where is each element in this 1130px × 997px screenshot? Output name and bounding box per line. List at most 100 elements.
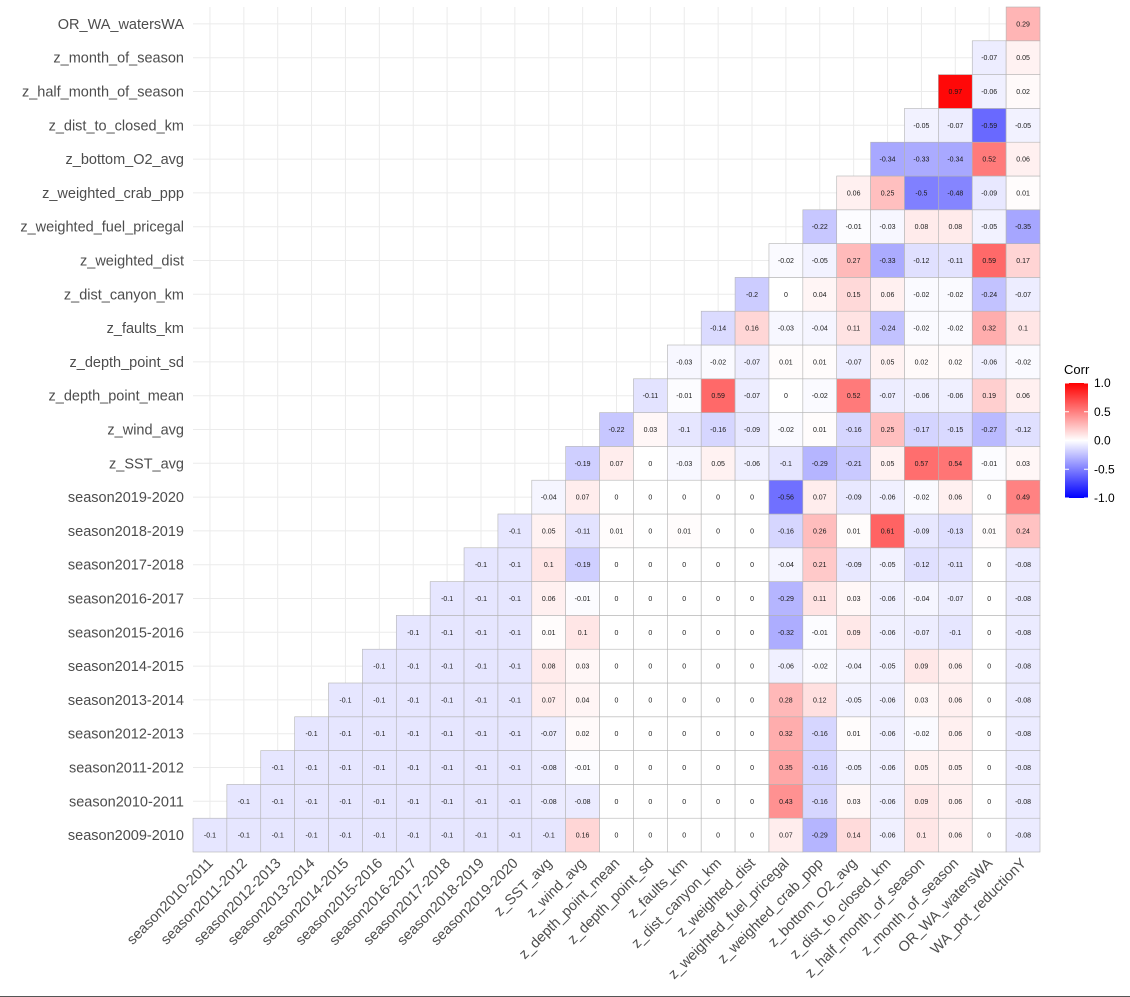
heatmap-cell <box>633 682 668 718</box>
heatmap-cell <box>802 209 838 244</box>
cell-value-label: 0 <box>615 596 619 603</box>
heatmap-cell <box>565 648 600 684</box>
cell-value-label: 0.08 <box>915 224 929 231</box>
heatmap-cell <box>531 648 566 684</box>
heatmap-cell <box>667 446 702 481</box>
heatmap-cell <box>463 716 499 751</box>
cell-value-label: 0.06 <box>1016 157 1030 164</box>
cell-value-label: -0.03 <box>676 359 692 366</box>
heatmap-cell <box>768 412 804 447</box>
cell-value-label: -0.08 <box>541 765 557 772</box>
heatmap-cell <box>667 716 702 751</box>
cell-value-label: -0.06 <box>913 393 929 400</box>
cell-value-label: 0 <box>615 799 619 806</box>
heatmap-cell <box>836 784 871 819</box>
cell-value-label: -0.06 <box>981 89 997 96</box>
y-tick-label: season2016-2017 <box>68 592 184 608</box>
heatmap-cell <box>870 412 905 447</box>
cell-value-label: 0 <box>615 630 619 637</box>
cell-value-label: 0 <box>615 495 619 502</box>
heatmap-cell <box>565 817 600 853</box>
cell-value-label: 0.01 <box>982 528 996 535</box>
cell-value-label: -0.1 <box>475 664 487 671</box>
cell-value-label: -0.02 <box>812 393 828 400</box>
heatmap-cell <box>938 378 973 413</box>
cell-value-label: -0.2 <box>746 292 758 299</box>
cell-value-label: 0 <box>784 292 788 299</box>
cell-value-label: 0.11 <box>813 596 826 603</box>
heatmap-cell <box>565 479 600 515</box>
cell-value-label: 0.01 <box>1016 190 1030 197</box>
cell-value-label: -0.06 <box>880 833 896 840</box>
heatmap-cell <box>463 817 499 853</box>
cell-value-label: 0.25 <box>881 427 895 434</box>
heatmap-cell <box>633 750 668 785</box>
heatmap-cell <box>700 682 736 718</box>
cell-value-label: -0.1 <box>306 799 318 806</box>
cell-value-label: -0.1 <box>407 630 419 637</box>
cell-value-label: 0.06 <box>948 833 962 840</box>
cell-value-label: -0.06 <box>744 461 760 468</box>
cell-value-label: -0.19 <box>575 562 591 569</box>
cell-value-label: 0.05 <box>948 765 962 772</box>
cell-value-label: 0 <box>716 697 720 704</box>
cell-value-label: -0.16 <box>812 731 828 738</box>
cell-value-label: -0.06 <box>880 731 896 738</box>
cell-value-label: -0.08 <box>1015 799 1031 806</box>
cell-value-label: 0 <box>716 833 720 840</box>
cell-value-label: -0.02 <box>812 664 828 671</box>
cell-value-label: 0.26 <box>813 528 827 535</box>
heatmap-cell <box>226 784 262 819</box>
cell-value-label: 0 <box>750 731 754 738</box>
cell-value-label: 0.05 <box>881 461 895 468</box>
cell-value-label: -0.02 <box>913 326 929 333</box>
heatmap-cell <box>1005 6 1041 42</box>
cell-value-label: 0.01 <box>542 630 556 637</box>
heatmap-cell <box>971 277 1007 312</box>
cell-value-label: 0.02 <box>948 359 962 366</box>
cell-value-label: 0 <box>750 596 754 603</box>
cell-value-label: -0.1 <box>441 630 453 637</box>
x-axis-tick-labels: season2010-2011season2011-2012season2012… <box>124 855 1030 982</box>
cell-value-label: -0.07 <box>1015 292 1031 299</box>
cell-value-label: 0 <box>716 630 720 637</box>
cell-value-label: -0.09 <box>846 562 862 569</box>
cell-value-label: 0 <box>750 697 754 704</box>
cell-value-label: -0.1 <box>373 799 385 806</box>
heatmap-cell <box>870 716 905 751</box>
cell-value-label: 0 <box>682 596 686 603</box>
heatmap-cell <box>904 513 939 549</box>
heatmap-cell <box>395 716 431 751</box>
cell-value-label: -0.06 <box>880 596 896 603</box>
heatmap-cell <box>1005 581 1041 616</box>
cell-value-label: -0.05 <box>913 123 929 130</box>
cell-value-label: 0 <box>716 495 720 502</box>
cell-value-label: 0.19 <box>982 393 996 400</box>
heatmap-cell <box>802 479 838 515</box>
heatmap-cell <box>362 682 397 718</box>
cell-value-label: 0 <box>682 799 686 806</box>
cell-value-label: 0 <box>648 562 652 569</box>
heatmap-cell <box>971 243 1007 278</box>
cell-value-label: 0.01 <box>813 359 827 366</box>
y-tick-label: season2012-2013 <box>68 727 184 743</box>
heatmap-cell <box>971 446 1007 481</box>
cell-value-label: 0 <box>987 562 991 569</box>
heatmap-cell <box>971 615 1007 650</box>
heatmap-cell <box>429 784 465 819</box>
cell-value-label: 0.03 <box>915 697 929 704</box>
cell-value-label: -0.48 <box>947 190 963 197</box>
heatmap-cell <box>904 344 939 380</box>
cell-value-label: 0 <box>648 697 652 704</box>
cell-value-label: 0.07 <box>813 495 827 502</box>
cell-value-label: -0.1 <box>407 731 419 738</box>
heatmap-cell <box>700 479 736 515</box>
cell-value-label: 0.06 <box>948 799 962 806</box>
cell-value-label: 0 <box>682 495 686 502</box>
cell-value-label: 0 <box>987 765 991 772</box>
heatmap-cell <box>734 310 770 346</box>
heatmap-cell <box>497 716 533 751</box>
heatmap-cell <box>328 682 363 718</box>
heatmap-cell <box>870 310 905 346</box>
heatmap-cell <box>700 581 736 616</box>
